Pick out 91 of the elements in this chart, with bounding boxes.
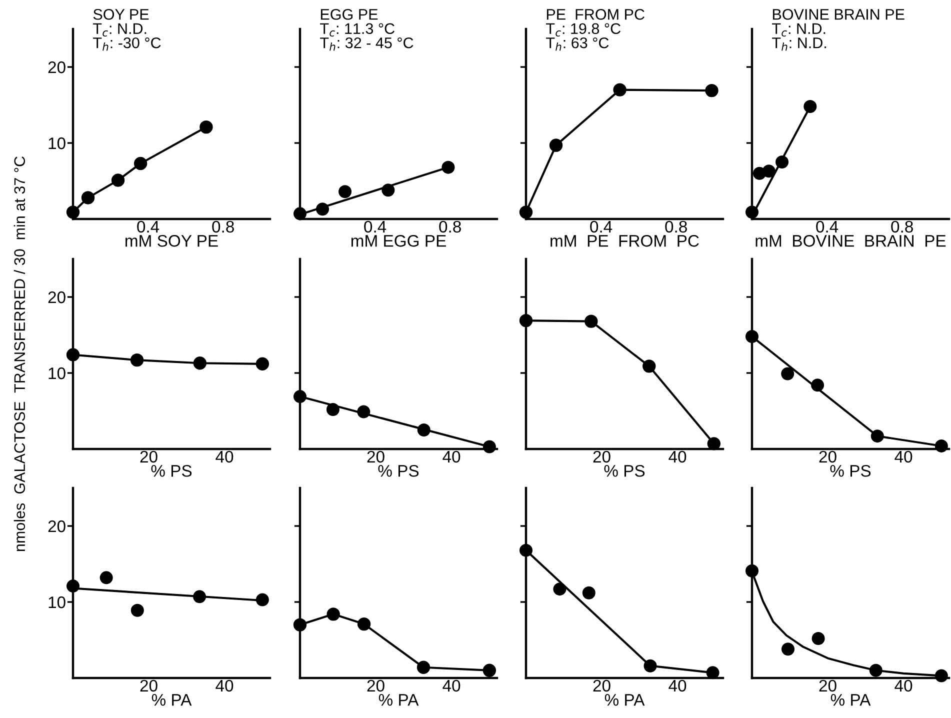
x-tick-label: 20 [140, 680, 158, 692]
point [66, 206, 80, 219]
chart-title: EGG PE [320, 8, 378, 20]
annotation: T$_{c}$: 19.8 °C [546, 23, 621, 37]
y-tick-label: 20 [48, 291, 66, 304]
point [519, 206, 533, 219]
x-tick-label: 40 [216, 680, 234, 692]
point [134, 156, 148, 170]
point [66, 348, 80, 362]
point [613, 83, 626, 96]
x-axis-title: % PS [830, 464, 871, 477]
y-tick-label: 10 [48, 596, 66, 608]
point [584, 314, 598, 328]
y-tick-label: 20 [48, 61, 66, 74]
x-tick-label: 20 [367, 680, 384, 692]
x-tick-label: 20 [819, 680, 836, 692]
x-tick-label: 40 [668, 450, 686, 463]
point [200, 120, 213, 134]
annotation: T$_{h}$: 63 °C [546, 37, 609, 51]
annotation: T$_{c}$: N.D. [772, 23, 826, 37]
point [130, 604, 144, 617]
point [256, 357, 270, 370]
x-axis-title: % PA [604, 694, 645, 706]
x-axis-title: % PS [151, 464, 192, 477]
x-tick-label: 0.8 [665, 220, 687, 233]
annotation: T$_{c}$: N.D. [93, 23, 146, 37]
x-axis-title: mM SOY PE [126, 234, 218, 247]
chart-title: BOVINE BRAIN PE [772, 8, 904, 20]
point [781, 642, 794, 656]
point [781, 367, 794, 380]
point [111, 174, 125, 187]
y-tick-label: 10 [48, 137, 66, 150]
point [707, 437, 721, 450]
annotation: T$_{h}$: N.D. [772, 38, 826, 51]
point [705, 84, 718, 98]
point [745, 330, 759, 344]
x-axis-title: mM PE FROM PC [550, 234, 699, 247]
point [81, 191, 95, 204]
x-axis-title: % PA [152, 694, 192, 706]
x-tick-label: 20 [367, 450, 384, 463]
x-tick-label: 20 [819, 450, 836, 463]
x-tick-label: 0.4 [816, 220, 838, 233]
x-axis-title: % PA [830, 694, 871, 706]
point [642, 360, 656, 373]
x-tick-label: 20 [593, 680, 610, 692]
point [357, 617, 371, 631]
x-axis-title: mM BOVINE BRAIN PE [756, 234, 946, 247]
y-tick-label: 10 [48, 367, 66, 380]
y-tick-label: 20 [48, 520, 66, 532]
point [100, 571, 113, 584]
point [812, 632, 825, 645]
x-tick-label: 0.4 [137, 220, 160, 233]
x-tick-label: 0.8 [439, 220, 461, 233]
x-tick-label: 40 [894, 680, 912, 692]
x-axis-title: % PS [604, 464, 645, 477]
point [293, 618, 307, 632]
point [416, 660, 430, 674]
point [762, 164, 776, 178]
x-axis-title: mM EGG PE [351, 234, 446, 247]
point [482, 664, 496, 677]
x-tick-label: 0.4 [364, 220, 386, 233]
x-axis-title: % PA [378, 694, 419, 706]
x-tick-label: 0.8 [212, 220, 234, 233]
point [193, 356, 207, 370]
chart-title: SOY PE [93, 8, 149, 20]
annotation: T$_{h}$: -30 °C [93, 37, 161, 51]
x-tick-label: 40 [442, 680, 460, 692]
point [553, 582, 566, 596]
x-tick-label: 40 [216, 450, 234, 463]
annotation: T$_{c}$: 11.3 °C [320, 23, 395, 37]
point [66, 580, 80, 593]
point [519, 314, 533, 328]
point [582, 586, 596, 600]
x-tick-label: 20 [593, 450, 610, 463]
y-axis-title: nmoles GALACTOSE TRANSFERRED / 30 min at 37 °C [14, 156, 26, 552]
x-tick-label: 0.8 [891, 220, 913, 233]
x-axis-title: % PS [378, 464, 419, 477]
x-tick-label: 40 [442, 450, 460, 463]
point [338, 185, 352, 198]
point [326, 608, 340, 621]
x-tick-label: 40 [668, 680, 686, 692]
point [293, 390, 307, 404]
point [934, 439, 948, 452]
x-tick-label: 20 [140, 450, 158, 463]
annotation: T$_{h}$: 32 - 45 °C [320, 37, 414, 51]
point [549, 138, 563, 152]
x-tick-label: 0.4 [590, 220, 612, 233]
x-tick-label: 40 [894, 450, 912, 463]
chart-title: PE FROM PC [546, 8, 644, 20]
point [130, 353, 144, 367]
point [745, 564, 759, 578]
